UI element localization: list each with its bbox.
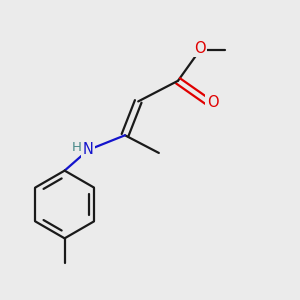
Text: N: N — [83, 142, 94, 157]
Text: O: O — [207, 95, 218, 110]
Text: H: H — [72, 141, 82, 154]
Text: O: O — [194, 41, 206, 56]
